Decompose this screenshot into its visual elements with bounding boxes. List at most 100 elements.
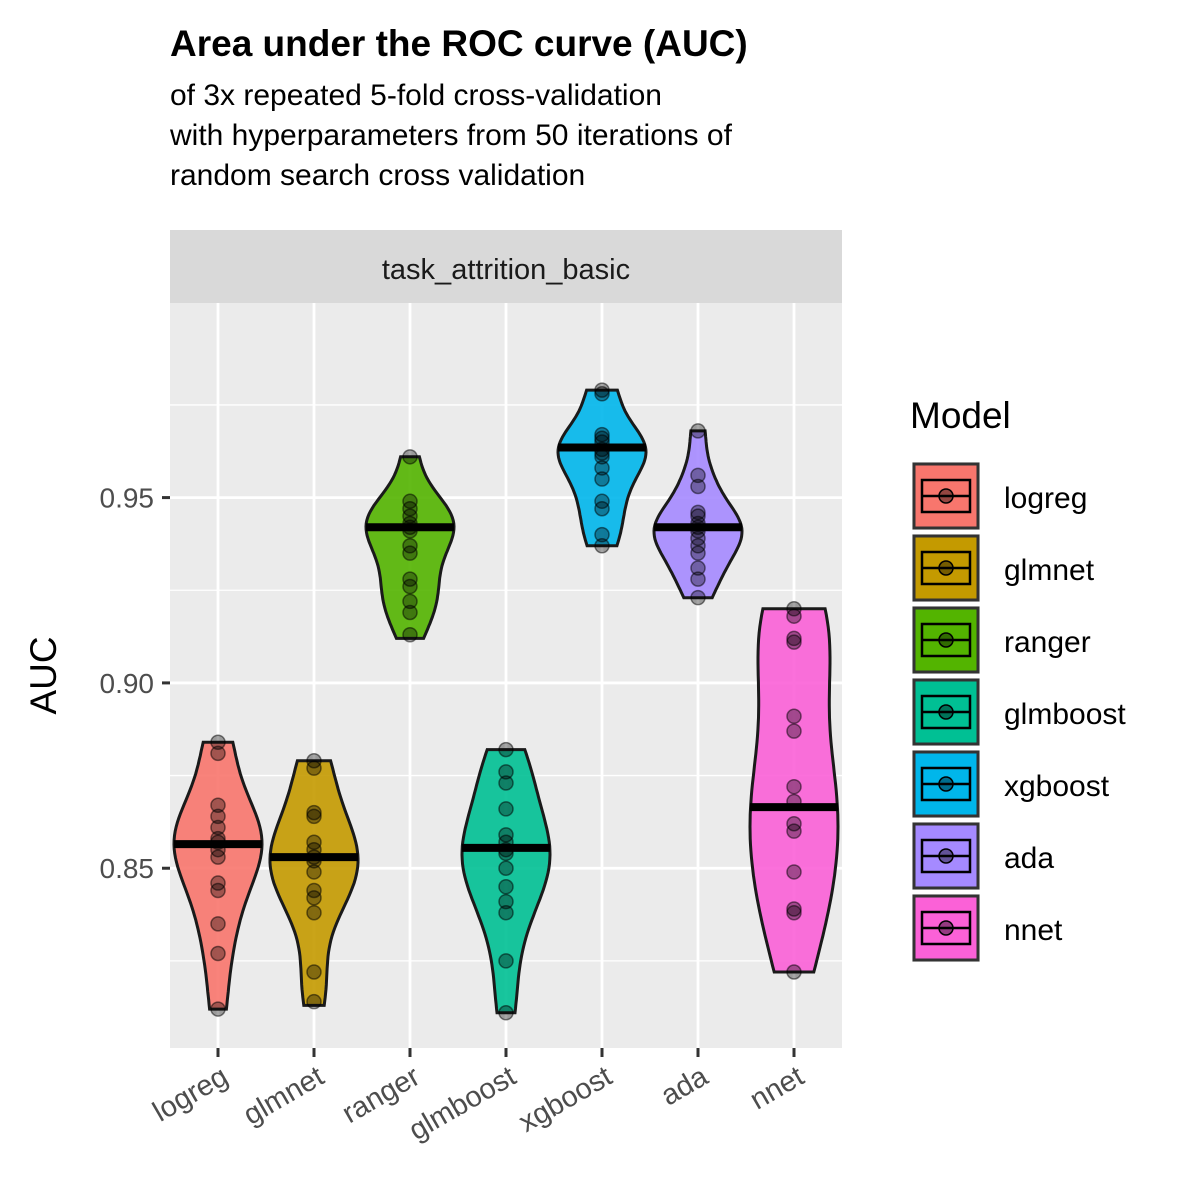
- chart-title: Area under the ROC curve (AUC): [170, 23, 748, 64]
- legend-item-glmnet: glmnet: [912, 534, 1095, 602]
- chart-title-block: Area under the ROC curve (AUC) of 3x rep…: [170, 20, 748, 196]
- data-point: [786, 864, 802, 880]
- data-point: [786, 778, 802, 795]
- legend-label: xgboost: [1004, 770, 1110, 803]
- data-point: [690, 589, 706, 606]
- legend-label: glmboost: [1004, 698, 1126, 731]
- data-point: [210, 849, 226, 865]
- data-point: [786, 964, 802, 980]
- data-point: [690, 504, 706, 521]
- y-axis-title: AUC: [23, 636, 64, 714]
- data-point: [786, 904, 802, 921]
- y-tick-label: 0.85: [100, 853, 155, 884]
- data-point: [498, 741, 514, 758]
- data-point: [690, 545, 706, 561]
- data-point: [402, 449, 418, 465]
- data-point: [402, 593, 418, 610]
- data-point: [594, 538, 610, 554]
- data-point: [786, 634, 802, 650]
- data-point: [306, 804, 322, 821]
- legend-label: ranger: [1004, 626, 1091, 659]
- data-point: [306, 964, 322, 980]
- x-tick-label: glmnet: [238, 1060, 329, 1131]
- data-point: [498, 860, 514, 876]
- data-point: [786, 608, 802, 624]
- legend-item-logreg: logreg: [912, 462, 1087, 530]
- legend-item-ranger: ranger: [912, 606, 1091, 674]
- data-point: [210, 916, 226, 932]
- data-point: [690, 467, 706, 484]
- data-point: [306, 808, 322, 825]
- data-point: [786, 630, 802, 647]
- data-point: [594, 460, 610, 476]
- subtitle-line-3: random search cross validation: [170, 159, 586, 192]
- data-point: [498, 801, 514, 817]
- data-point: [210, 819, 226, 836]
- data-point: [594, 526, 610, 543]
- x-tick-label: ada: [656, 1060, 715, 1112]
- legend-key-point: [938, 488, 954, 504]
- data-point: [498, 764, 514, 780]
- data-point: [594, 382, 610, 398]
- data-point: [210, 734, 226, 750]
- data-point: [786, 723, 802, 739]
- violin-group-ada: [652, 423, 744, 606]
- facet-label: task_attrition_basic: [382, 254, 630, 286]
- data-point: [498, 879, 514, 895]
- violin-ranger: [364, 455, 456, 640]
- x-tick-label: xgboost: [514, 1060, 618, 1139]
- legend-key-point: [938, 632, 954, 648]
- legend-key-point: [938, 848, 954, 864]
- legend-label: glmnet: [1004, 554, 1095, 587]
- x-tick-label: logreg: [148, 1060, 234, 1128]
- x-tick-label: glmboost: [404, 1060, 522, 1147]
- legend-item-ada: ada: [912, 822, 1054, 890]
- violin-group-xgboost: [556, 382, 648, 554]
- data-point: [306, 760, 322, 776]
- data-point: [690, 560, 706, 576]
- legend-key-point: [938, 704, 954, 720]
- legend-label: logreg: [1004, 482, 1087, 515]
- data-point: [210, 745, 226, 762]
- data-point: [786, 823, 802, 839]
- facet-strip: [170, 230, 842, 303]
- violin-group-ranger: [364, 449, 456, 643]
- data-point: [594, 500, 610, 517]
- legend-item-xgboost: xgboost: [912, 750, 1110, 818]
- legend-key-point: [938, 920, 954, 936]
- data-point: [306, 993, 322, 1010]
- data-point: [498, 775, 514, 791]
- violin-nnet: [748, 607, 840, 974]
- data-point: [594, 386, 610, 402]
- y-tick-label: 0.90: [100, 668, 155, 699]
- violin-xgboost: [556, 388, 648, 548]
- data-point: [786, 708, 802, 725]
- violin-glmboost: [460, 748, 552, 1015]
- x-tick-label: nnet: [745, 1060, 810, 1116]
- violin-group-glmboost: [460, 741, 552, 1021]
- data-point: [210, 945, 226, 962]
- violin-group-glmnet: [268, 752, 360, 1010]
- subtitle-line-1: of 3x repeated 5-fold cross-validation: [170, 79, 662, 112]
- legend-label: nnet: [1004, 914, 1063, 947]
- data-point: [690, 571, 706, 587]
- legend-title: Model: [910, 395, 1011, 436]
- data-point: [210, 797, 226, 813]
- data-point: [402, 578, 418, 595]
- data-point: [690, 423, 706, 439]
- violin-group-logreg: [172, 734, 264, 1017]
- data-point: [498, 1005, 514, 1021]
- data-point: [498, 904, 514, 921]
- data-point: [690, 478, 706, 495]
- subtitle-line-2: with hyperparameters from 50 iterations …: [170, 119, 732, 152]
- data-point: [306, 890, 322, 906]
- data-point: [402, 545, 418, 561]
- data-point: [594, 471, 610, 487]
- data-point: [210, 808, 226, 825]
- y-tick-label: 0.95: [100, 483, 155, 514]
- legend-key-point: [938, 776, 954, 792]
- data-point: [306, 904, 322, 921]
- legend-item-glmboost: glmboost: [912, 678, 1126, 746]
- data-point: [210, 882, 226, 899]
- legend-label: ada: [1004, 842, 1054, 875]
